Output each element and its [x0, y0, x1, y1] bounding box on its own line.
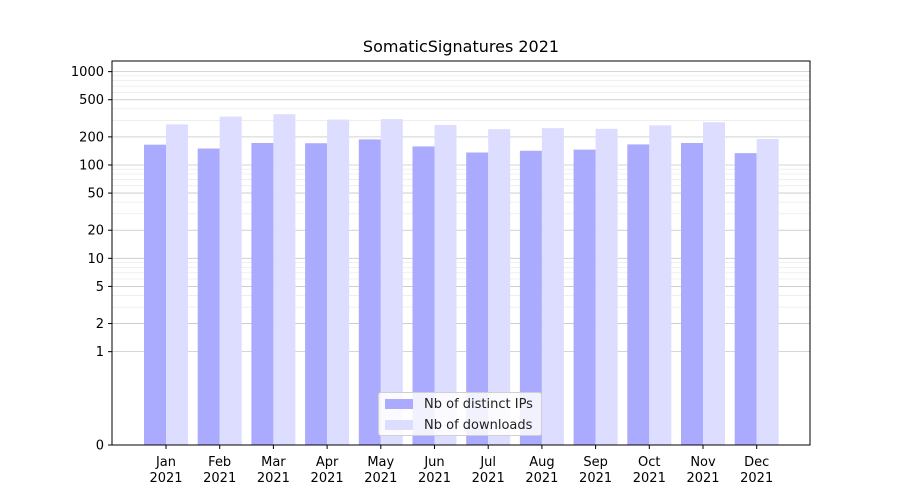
legend: Nb of distinct IPs Nb of downloads: [378, 392, 542, 436]
bar-distinct-ips: [627, 144, 650, 445]
x-tick-label: Oct 2021: [633, 455, 666, 486]
legend-swatch-distinct-ips: [385, 399, 413, 409]
bar-downloads: [649, 125, 672, 445]
axes: 0 1 2 5 10 20 50 100 200 500 1000 Jan 2021 Feb 2021 Mar…: [71, 60, 811, 486]
x-tick-label: Aug 2021: [525, 455, 558, 486]
y-tick-label: 100: [79, 158, 104, 173]
x-tick-label: Feb 2021: [203, 455, 236, 486]
y-tick-label: 0: [96, 439, 104, 454]
bar-downloads: [380, 119, 403, 445]
x-tick-label: Jan 2021: [149, 455, 182, 486]
chart-title: SomaticSignatures 2021: [363, 37, 559, 56]
bar-distinct-ips: [734, 153, 757, 445]
bar-distinct-ips: [573, 149, 596, 446]
bar-downloads: [327, 119, 350, 446]
x-tick-label: Nov 2021: [686, 455, 719, 486]
x-tick-label: Apr 2021: [311, 455, 344, 486]
x-tick-label: Sep 2021: [579, 455, 612, 486]
y-tick-label: 500: [79, 93, 104, 108]
x-tick-label: Jul 2021: [472, 455, 505, 486]
x-tick-label: May 2021: [364, 455, 397, 486]
y-tick-label: 200: [79, 130, 104, 145]
bar-distinct-ips: [466, 152, 489, 445]
legend-item-distinct-ips: Nb of distinct IPs: [385, 396, 533, 412]
y-tick-label: 50: [87, 187, 104, 202]
y-tick-label: 2: [96, 317, 104, 332]
bar-distinct-ips: [519, 150, 542, 445]
plot-frame: [111, 60, 811, 446]
y-tick-label: 1000: [71, 65, 104, 80]
y-tick-label: 1: [96, 345, 104, 360]
bar-downloads: [434, 125, 457, 445]
bar-distinct-ips: [251, 142, 274, 445]
bar-downloads: [541, 128, 564, 445]
bar-downloads: [595, 128, 618, 445]
bar-downloads: [756, 138, 779, 446]
legend-label-downloads: Nb of downloads: [424, 417, 533, 433]
x-tick-label: Jun 2021: [418, 455, 451, 486]
y-tick-label: 5: [96, 280, 104, 295]
bar-distinct-ips: [412, 146, 435, 445]
bar-downloads: [273, 114, 296, 446]
bar-distinct-ips: [681, 142, 703, 445]
bar-distinct-ips: [197, 148, 220, 445]
y-tick-label: 20: [87, 224, 104, 239]
bar-distinct-ips: [144, 144, 166, 445]
bar-downloads: [166, 124, 188, 445]
bar-downloads: [488, 129, 511, 446]
legend-label-distinct-ips: Nb of distinct IPs: [424, 396, 533, 412]
legend-swatch-downloads: [385, 420, 413, 430]
bar-distinct-ips: [305, 143, 328, 446]
y-tick-label: 10: [87, 252, 104, 267]
legend-item-downloads: Nb of downloads: [385, 417, 532, 433]
bars: [144, 114, 779, 446]
bar-downloads: [219, 116, 242, 445]
x-tick-label: Dec 2021: [740, 455, 773, 486]
bar-downloads: [703, 122, 725, 446]
bar-distinct-ips: [358, 139, 381, 445]
x-tick-label: Mar 2021: [257, 455, 290, 486]
